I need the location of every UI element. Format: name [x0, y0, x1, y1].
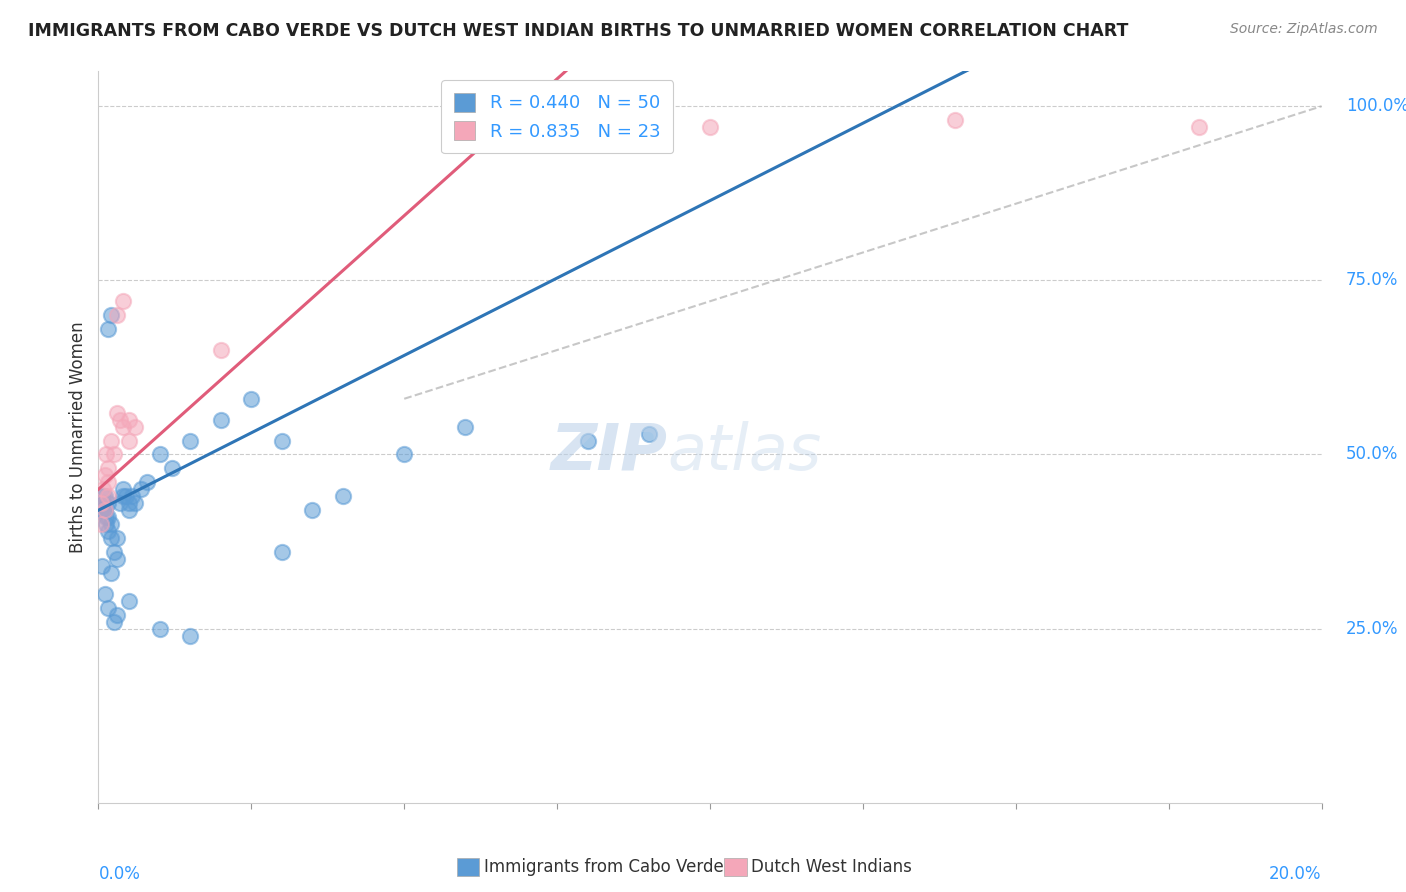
Point: [100, 434, 122, 448]
Point: [93, 587, 115, 601]
Point: [124, 419, 146, 434]
Point: [129, 483, 152, 497]
Point: [105, 552, 128, 566]
Point: [240, 392, 263, 406]
Point: [270, 545, 294, 559]
Point: [97, 489, 120, 503]
Point: [91, 483, 114, 497]
Point: [108, 496, 131, 510]
Point: [105, 531, 128, 545]
Point: [97, 524, 120, 538]
Point: [103, 615, 125, 629]
Point: [93, 503, 115, 517]
Legend: R = 0.440   N = 50, R = 0.835   N = 23: R = 0.440 N = 50, R = 0.835 N = 23: [441, 80, 673, 153]
Point: [105, 406, 128, 420]
Point: [332, 489, 354, 503]
Point: [93, 489, 115, 503]
Point: [111, 419, 134, 434]
Point: [103, 545, 125, 559]
Point: [91, 489, 114, 503]
Point: [160, 461, 183, 475]
Point: [111, 489, 134, 503]
Text: 20.0%: 20.0%: [1270, 865, 1322, 883]
Point: [90, 496, 112, 510]
Point: [100, 308, 122, 322]
Point: [118, 412, 141, 426]
Point: [209, 343, 232, 357]
Point: [1188, 120, 1211, 134]
Point: [93, 503, 115, 517]
Point: [93, 468, 115, 483]
Text: Source: ZipAtlas.com: Source: ZipAtlas.com: [1230, 22, 1378, 37]
Point: [270, 434, 294, 448]
Text: atlas: atlas: [668, 421, 821, 483]
Point: [111, 294, 134, 309]
Point: [93, 503, 115, 517]
Point: [100, 566, 122, 580]
Point: [94, 510, 117, 524]
Point: [115, 489, 138, 503]
Point: [97, 496, 120, 510]
Point: [699, 120, 721, 134]
Point: [108, 412, 131, 426]
Point: [121, 489, 143, 503]
Point: [149, 448, 172, 462]
Point: [100, 517, 122, 532]
Point: [97, 475, 120, 490]
Point: [91, 496, 114, 510]
Point: [209, 412, 232, 426]
Point: [179, 629, 201, 643]
Point: [94, 448, 117, 462]
Point: [97, 600, 120, 615]
Point: [90, 517, 112, 532]
Text: 100.0%: 100.0%: [1346, 97, 1406, 115]
Point: [97, 322, 120, 336]
Text: 50.0%: 50.0%: [1346, 445, 1399, 464]
Point: [637, 426, 661, 441]
Point: [100, 531, 122, 545]
Point: [118, 496, 141, 510]
Point: [105, 308, 128, 322]
Point: [97, 510, 120, 524]
Point: [96, 517, 118, 532]
Text: ZIP: ZIP: [550, 421, 668, 483]
Point: [943, 113, 966, 128]
Point: [118, 434, 141, 448]
Point: [97, 461, 120, 475]
Point: [454, 419, 477, 434]
Point: [392, 448, 416, 462]
Point: [179, 434, 201, 448]
Point: [118, 503, 141, 517]
Point: [91, 558, 114, 573]
Text: 75.0%: 75.0%: [1346, 271, 1399, 289]
Text: Immigrants from Cabo Verde: Immigrants from Cabo Verde: [484, 858, 724, 876]
Text: Dutch West Indians: Dutch West Indians: [751, 858, 911, 876]
Y-axis label: Births to Unmarried Women: Births to Unmarried Women: [69, 321, 87, 553]
Point: [111, 483, 134, 497]
Point: [103, 448, 125, 462]
Text: 0.0%: 0.0%: [98, 865, 141, 883]
Point: [105, 607, 128, 622]
Point: [124, 496, 146, 510]
Point: [90, 503, 112, 517]
Point: [301, 503, 323, 517]
Text: 25.0%: 25.0%: [1346, 620, 1399, 638]
Point: [118, 594, 141, 608]
Point: [149, 622, 172, 636]
Point: [576, 434, 599, 448]
Point: [136, 475, 159, 490]
Text: IMMIGRANTS FROM CABO VERDE VS DUTCH WEST INDIAN BIRTHS TO UNMARRIED WOMEN CORREL: IMMIGRANTS FROM CABO VERDE VS DUTCH WEST…: [28, 22, 1129, 40]
